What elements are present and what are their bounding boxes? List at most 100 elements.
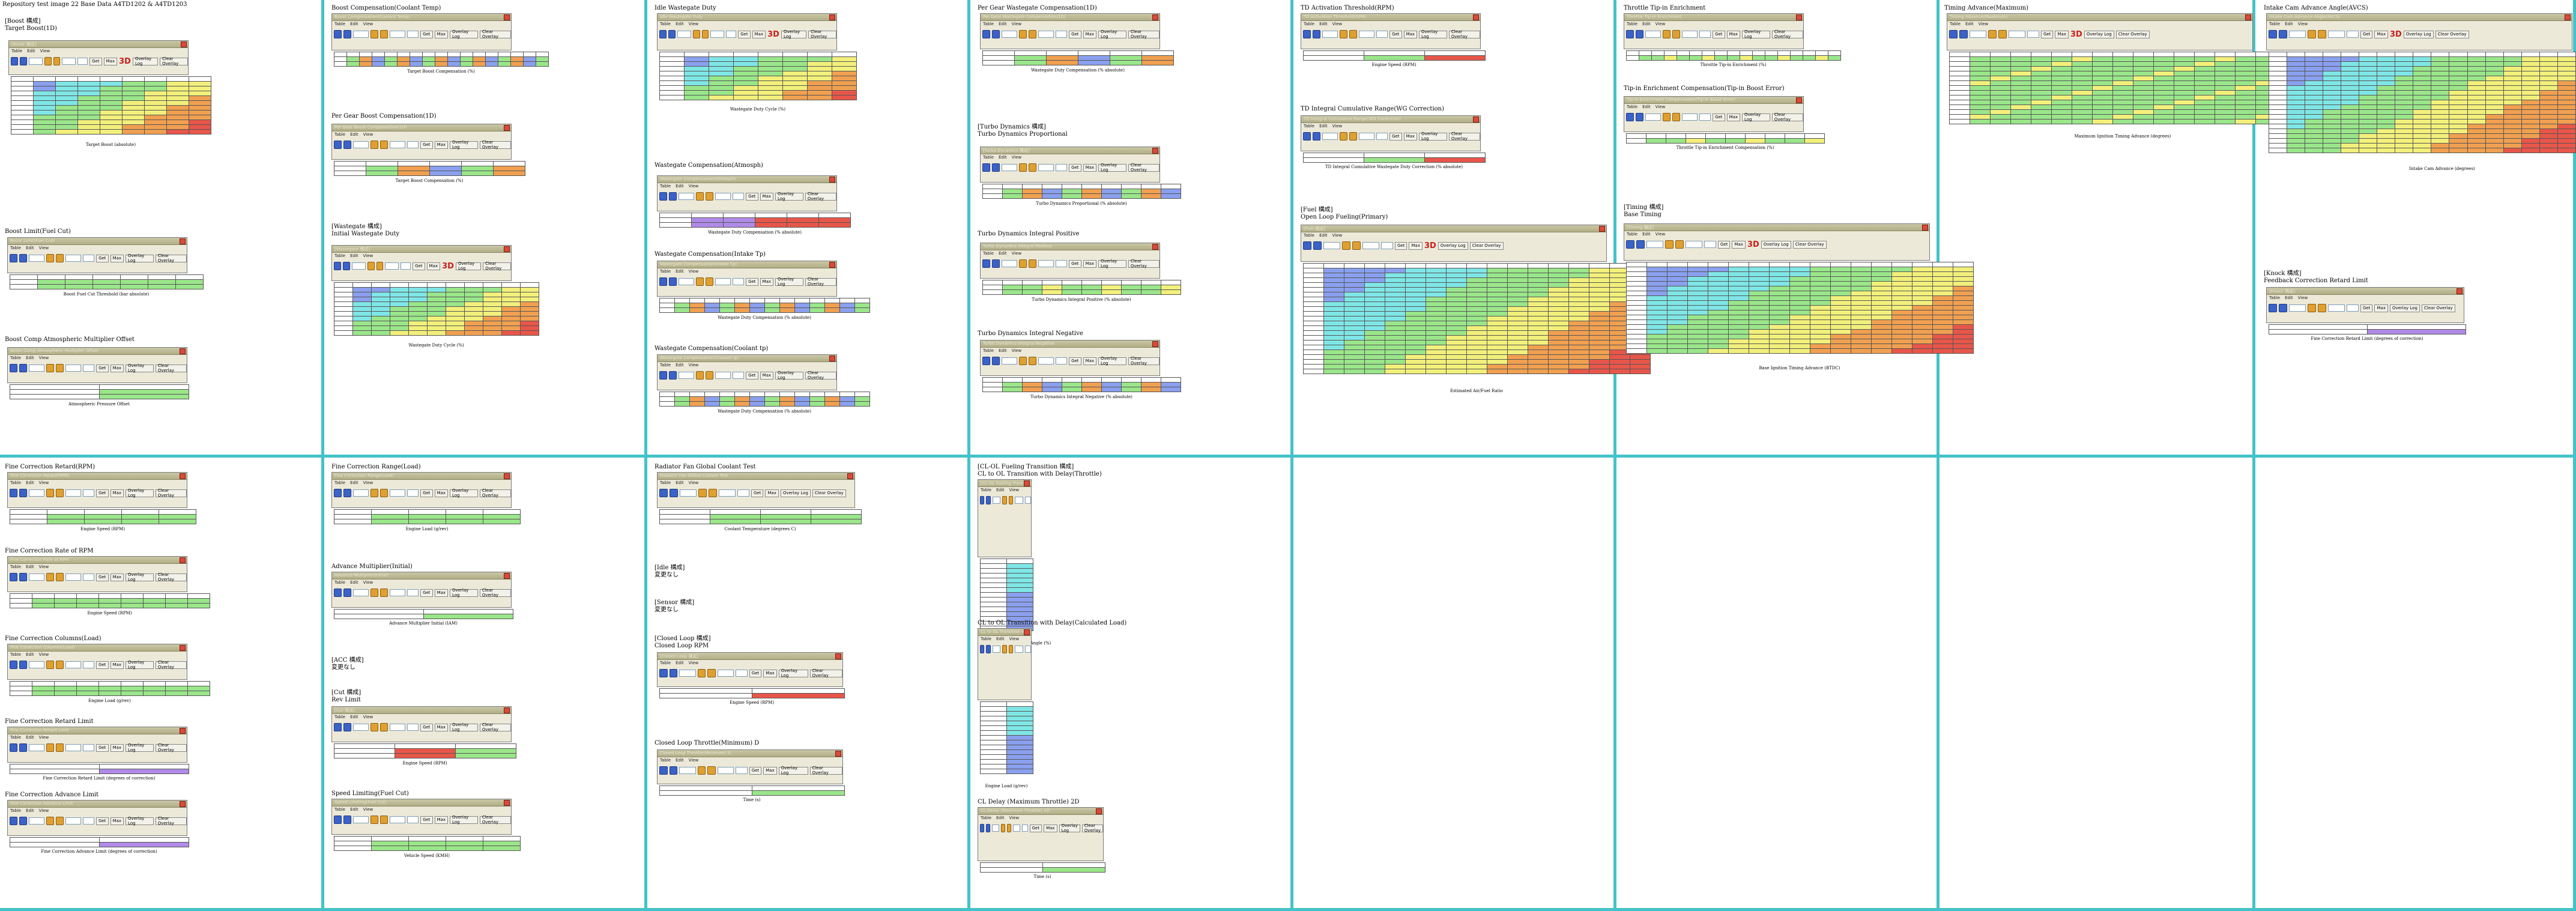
table-cell[interactable] [1062, 387, 1082, 392]
table-cell[interactable] [1810, 315, 1831, 320]
table-cell[interactable] [1646, 295, 1667, 301]
table-cell[interactable] [92, 279, 121, 285]
table-cell[interactable] [33, 81, 56, 86]
overlay-log-checkbox[interactable]: Overlay Log [2403, 30, 2434, 38]
table-cell[interactable] [464, 311, 483, 316]
close-icon[interactable] [504, 800, 510, 806]
table-cell[interactable] [1006, 592, 1033, 598]
table-cell[interactable] [1708, 267, 1729, 272]
table-cell[interactable] [422, 61, 435, 67]
table-cell[interactable] [794, 307, 810, 313]
table-cell[interactable] [1424, 157, 1486, 163]
increment-icon[interactable] [982, 163, 991, 172]
table-cell[interactable] [1548, 268, 1569, 273]
clear-overlay-button[interactable]: Clear Overlay [805, 371, 836, 380]
set-value-icon[interactable] [1008, 496, 1014, 504]
table-cell[interactable] [2431, 61, 2450, 67]
table-cell[interactable] [2051, 61, 2072, 67]
increment-icon[interactable] [980, 645, 985, 653]
table-cell[interactable] [1042, 382, 1062, 387]
window-titlebar[interactable]: [Turbo Dynamics 構成] [981, 147, 1160, 154]
clear-overlay-button[interactable]: Clear Overlay [155, 253, 187, 263]
table-cell[interactable] [1446, 359, 1467, 365]
set-value-icon[interactable] [2318, 30, 2326, 38]
menu-item-table[interactable]: Table [334, 807, 346, 812]
window-titlebar[interactable]: Boost Compensation(Coolant Temp) [332, 14, 511, 21]
table-cell[interactable] [2503, 71, 2522, 76]
table-cell[interactable] [1507, 273, 1528, 278]
table-cell[interactable] [427, 292, 446, 297]
table-cell[interactable] [1385, 321, 1406, 326]
table-cell[interactable] [1810, 276, 1831, 282]
table-cell[interactable] [760, 514, 811, 519]
clear-overlay-button[interactable]: Clear Overlay [155, 572, 187, 582]
table-cell[interactable] [1646, 324, 1667, 330]
table-cell[interactable] [1667, 310, 1688, 315]
get-button[interactable]: Get [420, 816, 433, 824]
table-cell[interactable] [1687, 344, 1708, 349]
min-input[interactable] [1699, 113, 1711, 121]
table-cell[interactable] [2092, 66, 2113, 71]
table-cell[interactable] [520, 316, 539, 321]
value-input[interactable] [29, 574, 45, 581]
table-cell[interactable] [77, 100, 100, 106]
clear-overlay-button[interactable]: Clear Overlay [1771, 29, 1803, 39]
table-cell[interactable] [100, 91, 122, 96]
table-cell[interactable] [2287, 56, 2306, 62]
menu-item-edit[interactable]: Edit [350, 480, 358, 485]
table-cell[interactable] [122, 124, 145, 130]
table-cell[interactable] [2305, 71, 2324, 76]
value-input[interactable] [29, 817, 45, 825]
menu-item-edit[interactable]: Edit [26, 480, 34, 485]
set-value-icon[interactable] [380, 489, 389, 497]
table-cell[interactable] [832, 90, 857, 95]
table-cell[interactable] [1161, 289, 1181, 295]
table-cell[interactable] [779, 401, 795, 407]
table-cell[interactable] [2323, 56, 2342, 62]
table-cell[interactable] [2359, 76, 2378, 81]
set-value-icon[interactable] [707, 669, 716, 677]
table-cell[interactable] [1851, 344, 1872, 349]
table-cell[interactable] [536, 56, 549, 62]
table-cell[interactable] [1728, 286, 1749, 291]
table-cell[interactable] [2377, 109, 2396, 115]
table-cell[interactable] [2153, 109, 2174, 115]
table-cell[interactable] [1385, 340, 1406, 345]
table-cell[interactable] [2359, 133, 2378, 139]
table-cell[interactable] [1507, 316, 1528, 321]
clear-overlay-button[interactable]: Clear Overlay [805, 192, 836, 201]
table-cell[interactable] [100, 124, 122, 130]
table-cell[interactable] [2503, 119, 2522, 124]
table-cell[interactable] [1323, 282, 1344, 288]
multiply-icon[interactable] [696, 277, 704, 286]
table-cell[interactable] [674, 401, 690, 407]
table-cell[interactable] [1141, 60, 1174, 65]
close-icon[interactable] [1152, 244, 1158, 250]
table-cell[interactable] [352, 311, 372, 316]
table-cell[interactable] [2010, 100, 2031, 105]
table-cell[interactable] [1871, 267, 1892, 272]
table-cell[interactable] [1990, 61, 2011, 67]
table-cell[interactable] [1667, 271, 1688, 277]
table-cell[interactable] [2557, 129, 2576, 134]
clear-overlay-button[interactable]: Clear Overlay [479, 140, 511, 150]
table-cell[interactable] [2133, 100, 2154, 105]
table-cell[interactable] [689, 307, 705, 313]
menu-item-edit[interactable]: Edit [999, 348, 1007, 353]
table-cell[interactable] [371, 316, 390, 321]
increment-icon[interactable] [659, 489, 668, 497]
table-cell[interactable] [1714, 55, 1728, 61]
table-cell[interactable] [1851, 281, 1872, 286]
table-cell[interactable] [1466, 306, 1487, 312]
decrement-icon[interactable] [1959, 30, 1968, 38]
table-cell[interactable] [1323, 364, 1344, 369]
get-button[interactable]: Get [420, 723, 433, 731]
table-cell[interactable] [33, 115, 56, 120]
table-cell[interactable] [2521, 124, 2540, 129]
view-3d-button[interactable]: 3D [767, 29, 779, 39]
table-cell[interactable] [2431, 148, 2450, 153]
increment-icon[interactable] [334, 816, 342, 824]
menu-item-table[interactable]: Table [660, 363, 671, 368]
table-cell[interactable] [2467, 90, 2486, 95]
table-cell[interactable] [122, 81, 145, 86]
